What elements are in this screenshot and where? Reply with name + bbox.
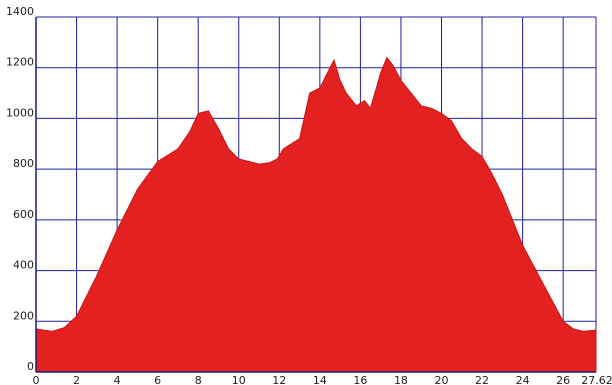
x-tick-label: 18 — [394, 374, 408, 385]
x-tick-label: 4 — [114, 374, 121, 385]
x-axis-tick-labels: 0 2 4 6 8 10 12 14 16 18 20 22 24 26 27.62 — [33, 374, 612, 385]
axes — [35, 17, 596, 373]
x-tick-label: 12 — [272, 374, 286, 385]
y-tick-label: 1000 — [6, 106, 34, 119]
y-axis-tick-labels: 0 200 400 600 800 1000 1200 1400 — [6, 5, 34, 373]
x-tick-label-end: 27.62 — [581, 374, 612, 385]
x-tick-label: 22 — [475, 374, 489, 385]
x-tick-label: 14 — [313, 374, 327, 385]
elevation-area — [35, 56, 597, 373]
y-tick-label: 800 — [13, 157, 34, 170]
x-tick-label: 26 — [556, 374, 570, 385]
x-tick-label: 20 — [435, 374, 449, 385]
x-tick-label: 24 — [516, 374, 530, 385]
y-tick-label: 600 — [13, 208, 34, 221]
x-tick-label: 8 — [195, 374, 202, 385]
x-tick-label: 16 — [353, 374, 367, 385]
x-tick-label: 0 — [33, 374, 40, 385]
x-tick-label: 10 — [232, 374, 246, 385]
y-tick-label: 1200 — [6, 56, 34, 69]
y-tick-label: 0 — [27, 360, 34, 373]
y-tick-label: 1400 — [6, 5, 34, 18]
y-tick-label: 200 — [13, 309, 34, 322]
y-tick-label: 400 — [13, 259, 34, 272]
x-tick-label: 2 — [73, 374, 80, 385]
x-tick-label: 6 — [154, 374, 161, 385]
